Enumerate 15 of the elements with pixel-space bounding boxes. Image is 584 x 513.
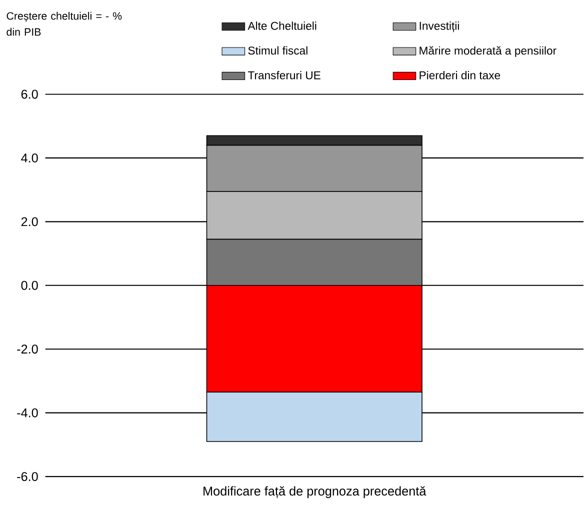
y-tick-label: 6.0 bbox=[21, 90, 38, 99]
legend-label: Investiții bbox=[420, 22, 459, 32]
y-tick-label: 0.0 bbox=[21, 281, 38, 290]
legend-label: Alte Cheltuieli bbox=[248, 22, 316, 30]
legend-label: Transferuri UE bbox=[248, 71, 320, 80]
text: Creștere cheltuieli = - % din PIB bbox=[6, 12, 122, 36]
y-tick-label: -2.0 bbox=[17, 344, 38, 354]
y-tick-label: 4.0 bbox=[21, 154, 38, 163]
y-tick-label: -4.0 bbox=[17, 408, 38, 418]
legend-label: Mărire moderată a pensiilor bbox=[420, 46, 556, 58]
y-tick-label: -6.0 bbox=[17, 472, 38, 482]
legend-label: Stimul fiscal bbox=[248, 46, 308, 55]
y-tick-label: 2.0 bbox=[21, 217, 38, 226]
x-tick-label: Modificare față de prognoza precedentă bbox=[204, 486, 426, 498]
legend-label: Pierderi din taxe bbox=[420, 71, 500, 80]
